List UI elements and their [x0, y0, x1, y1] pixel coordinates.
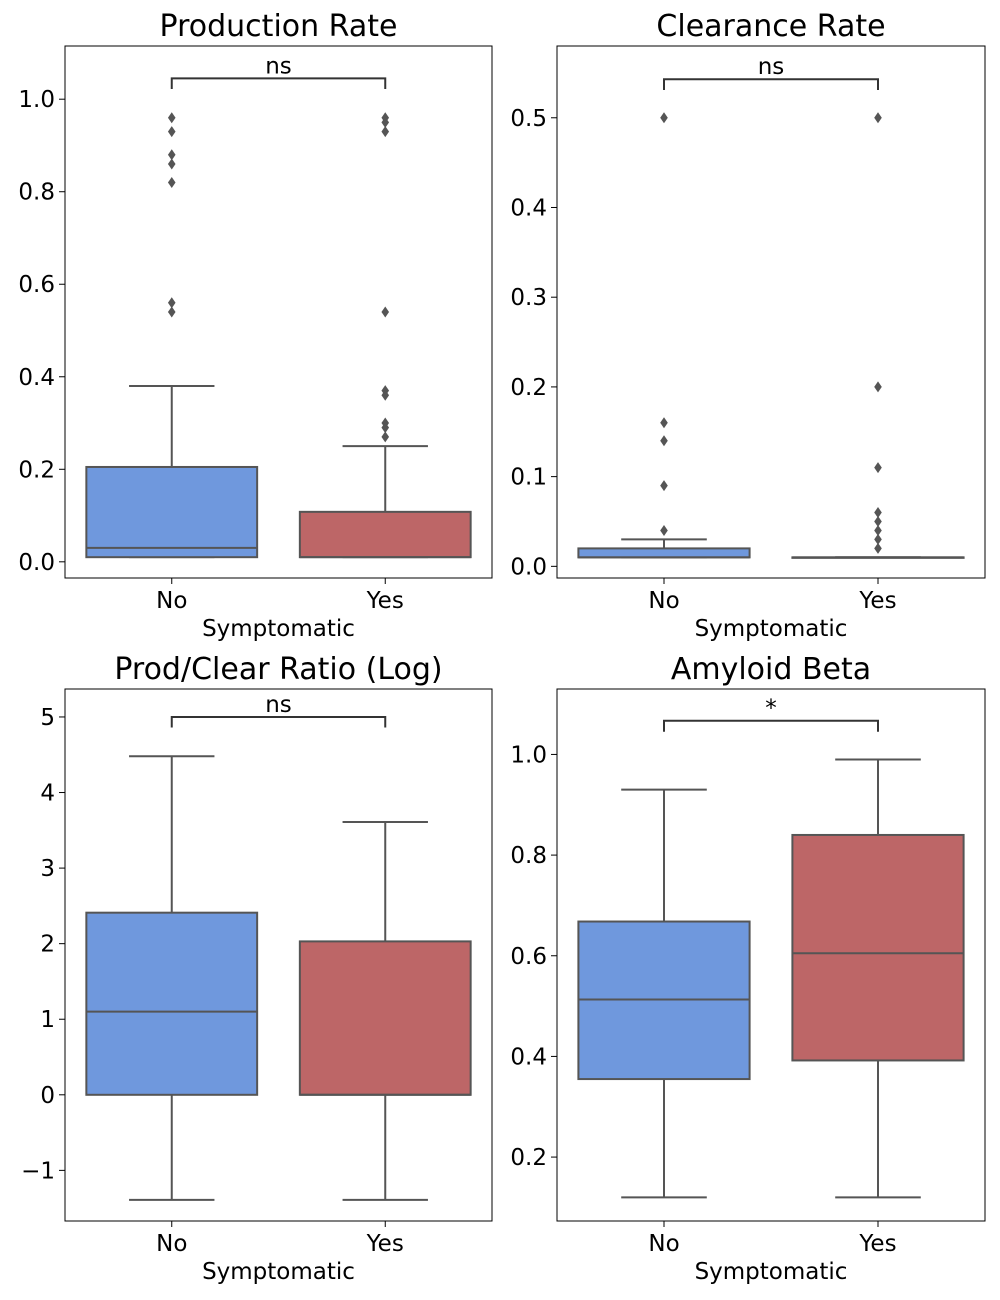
outlier-point [874, 507, 882, 519]
box-no [577, 112, 751, 559]
significance-label: ns [265, 53, 292, 79]
outlier-point [874, 542, 882, 554]
chart-title: Clearance Rate [656, 9, 885, 44]
outlier-point [167, 306, 176, 318]
box-yes [298, 821, 472, 1201]
y-tick-label: 0.4 [18, 365, 55, 391]
x-axis-label: Symptomatic [202, 1259, 355, 1285]
iqr-box [298, 940, 472, 1096]
y-tick-label: 0.6 [510, 944, 547, 970]
chart-panel-3: Prod/Clear Ratio (Log) −1 0 1 2 3 4 5 No Yes Sympt… [21, 652, 493, 1285]
outlier-point [874, 515, 882, 527]
box-no [85, 112, 259, 559]
outlier-point [167, 126, 176, 138]
y-tick-label: 1 [40, 1007, 55, 1033]
plot-frame [556, 45, 986, 579]
y-tick-label: 0.2 [510, 375, 547, 401]
chart-panel-2: Clearance Rate 0.0 0.1 0.2 0.3 0.4 0.5 No Yes Sym… [510, 9, 986, 642]
outlier-point [874, 524, 882, 536]
y-tick-label: 0.1 [510, 465, 547, 491]
x-tick-label: No [648, 588, 679, 614]
y-tick-label: 0.0 [510, 554, 547, 580]
box-yes [298, 112, 472, 559]
plot-frame [64, 45, 493, 579]
outlier-point [381, 389, 390, 401]
iqr-box [298, 510, 472, 559]
y-tick-label: 0.4 [510, 195, 547, 221]
x-tick-label: No [156, 588, 187, 614]
outlier-point [167, 158, 176, 170]
plot-frame [556, 688, 986, 1222]
y-tick-label: 0 [40, 1083, 55, 1109]
significance-label: ns [265, 692, 292, 718]
y-tick-label: 1.0 [510, 742, 547, 768]
box-yes [791, 758, 965, 1199]
significance-bracket [663, 78, 879, 90]
y-tick-label: 0.3 [510, 285, 547, 311]
y-tick-label: 0.5 [510, 106, 547, 132]
x-tick-label: No [648, 1231, 679, 1257]
iqr-box [85, 465, 259, 559]
outlier-point [660, 417, 668, 429]
outlier-point [381, 422, 390, 434]
chart-title: Production Rate [160, 9, 398, 44]
outlier-point [381, 431, 390, 443]
y-tick-label: 3 [40, 856, 55, 882]
significance-label: * [765, 696, 777, 722]
x-tick-label: No [156, 1231, 187, 1257]
iqr-box [577, 547, 751, 559]
box-no [577, 788, 751, 1199]
y-tick-label: 2 [40, 932, 55, 958]
y-tick-label: 5 [40, 705, 55, 731]
outlier-point [381, 126, 390, 138]
chart-title: Prod/Clear Ratio (Log) [114, 652, 442, 687]
outlier-point [660, 435, 668, 447]
outlier-point [660, 524, 668, 536]
box-no [85, 755, 259, 1201]
significance-bracket [170, 715, 387, 728]
outlier-point [660, 112, 668, 124]
outlier-point [874, 462, 882, 474]
chart-panel-4: Amyloid Beta 0.2 0.4 0.6 0.8 1.0 No Yes Symptoma… [510, 652, 986, 1285]
iqr-box [85, 911, 259, 1096]
x-tick-label: Yes [366, 1231, 404, 1257]
x-tick-label: Yes [366, 588, 404, 614]
box-yes [791, 112, 965, 559]
outlier-point [874, 381, 882, 393]
y-tick-label: 0.0 [18, 550, 55, 576]
outlier-point [660, 480, 668, 492]
y-tick-label: 1.0 [18, 87, 55, 113]
x-axis-label: Symptomatic [695, 1259, 848, 1285]
x-axis-label: Symptomatic [202, 616, 355, 642]
outlier-point [167, 176, 176, 188]
outlier-point [874, 112, 882, 124]
chart-title: Amyloid Beta [671, 652, 871, 687]
y-tick-label: 0.8 [18, 180, 55, 206]
y-tick-label: 0.6 [18, 272, 55, 298]
x-axis-label: Symptomatic [695, 616, 848, 642]
outlier-point [167, 149, 176, 161]
chart-panel-1: Production Rate 0.0 0.2 0.4 0.6 0.8 1.0 No Yes Sy… [18, 9, 493, 642]
significance-bracket [170, 77, 387, 90]
x-tick-label: Yes [858, 1231, 896, 1257]
outlier-point [167, 112, 176, 124]
y-tick-label: 0.8 [510, 843, 547, 869]
iqr-box [791, 833, 965, 1062]
y-tick-label: −1 [21, 1158, 55, 1184]
y-tick-label: 0.4 [510, 1044, 547, 1070]
y-tick-label: 0.2 [510, 1145, 547, 1171]
outlier-point [874, 533, 882, 545]
y-tick-label: 4 [40, 781, 55, 807]
outlier-point [381, 116, 390, 128]
outlier-point [381, 306, 390, 318]
x-tick-label: Yes [858, 588, 896, 614]
plot-frame [64, 688, 493, 1222]
significance-label: ns [758, 54, 785, 80]
y-tick-label: 0.2 [18, 457, 55, 483]
significance-bracket [663, 719, 879, 732]
outlier-point [167, 297, 176, 309]
